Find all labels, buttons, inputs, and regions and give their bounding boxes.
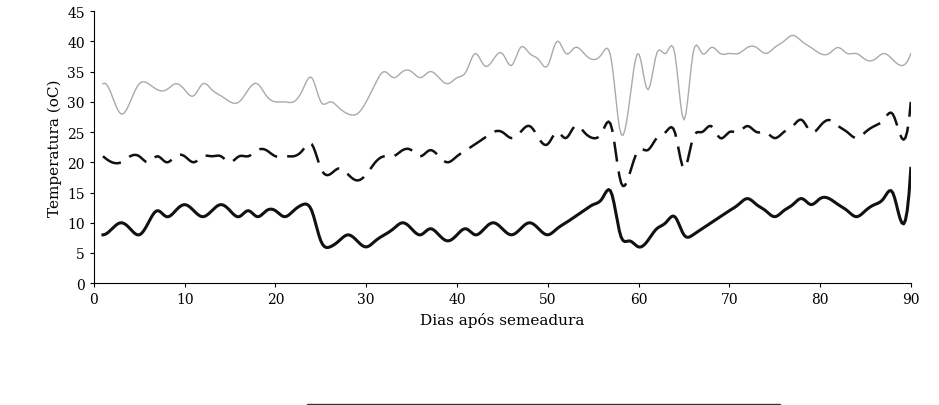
Y-axis label: Temperatura (oC): Temperatura (oC) <box>47 79 62 216</box>
X-axis label: Dias após semeadura: Dias após semeadura <box>420 312 585 327</box>
